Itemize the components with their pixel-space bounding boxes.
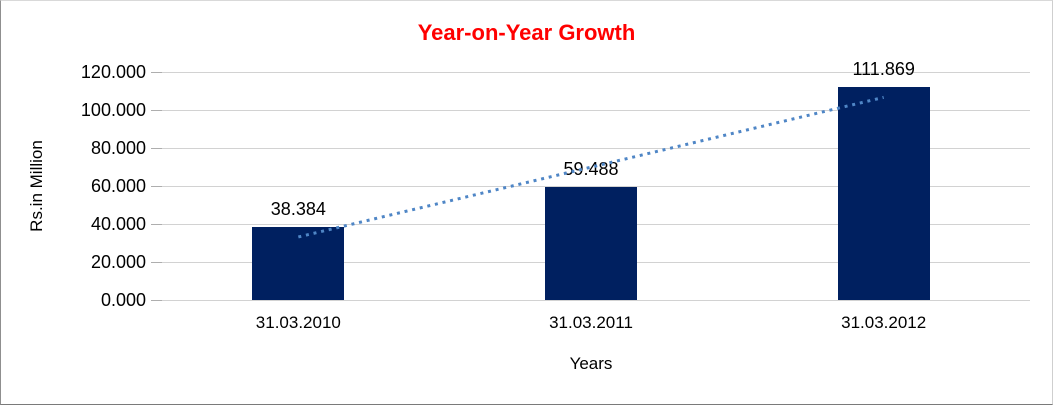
bar-value-label: 59.488	[563, 158, 619, 179]
y-axis-tick-label: 100.000	[80, 100, 146, 120]
y-axis-tick-label: 40.000	[90, 214, 146, 234]
y-axis-tick	[151, 72, 162, 73]
y-axis-tick	[151, 186, 162, 187]
x-axis-title: Years	[569, 354, 613, 373]
y-axis-tick	[151, 262, 162, 263]
y-axis-tick	[151, 300, 162, 301]
x-axis-tick-label: 31.03.2012	[841, 313, 927, 332]
gridline	[152, 72, 1030, 73]
y-axis-tick	[151, 148, 162, 149]
y-axis-tick-label: 20.000	[90, 252, 146, 272]
chart-title: Year-on-Year Growth	[417, 20, 636, 45]
y-axis-tick-label: 0.000	[100, 290, 146, 310]
x-axis-tick-label: 31.03.2010	[255, 313, 341, 332]
gridline	[152, 300, 1030, 301]
bar	[545, 186, 637, 300]
bar-value-label: 38.384	[270, 199, 326, 220]
bar	[837, 87, 930, 300]
x-axis-tick-label: 31.03.2011	[549, 313, 633, 332]
y-axis-tick	[151, 224, 162, 225]
y-axis-tick-label: 120.000	[80, 62, 146, 82]
bar	[252, 227, 345, 300]
y-axis-tick-label: 60.000	[90, 176, 146, 196]
y-axis-tick-label: 80.000	[90, 138, 146, 158]
bar-value-label: 111.869	[852, 59, 915, 80]
y-axis-tick	[151, 110, 162, 111]
